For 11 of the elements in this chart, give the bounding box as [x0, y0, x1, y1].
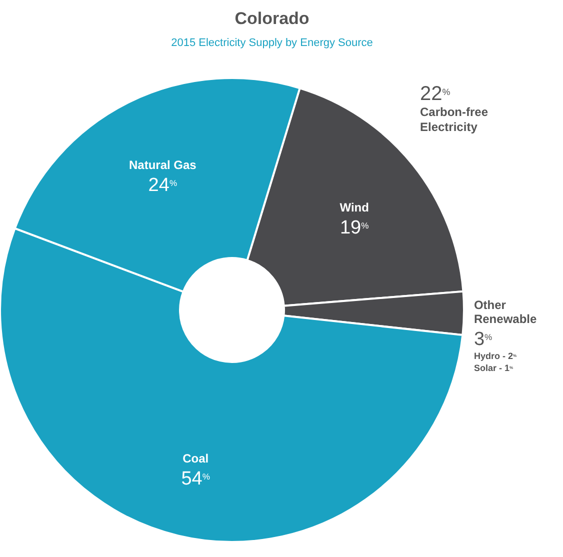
- slice-label: Coal: [182, 452, 209, 466]
- slice-label: Natural Gas: [129, 158, 197, 172]
- slice-label: Other Renewable: [474, 298, 537, 326]
- data-label: 19$^{%}$: [340, 218, 370, 239]
- data-label: 24$^{%}$: [148, 175, 178, 196]
- text: 22$^{%}$ Carbon-free Electricity: [420, 83, 488, 134]
- data-label: 3$^{%}$: [474, 329, 493, 350]
- data-label: 54$^{%}$: [181, 468, 210, 490]
- chart-subtitle: 2015 Electricity Supply by Energy Source: [171, 37, 373, 49]
- chart-title: Colorado: [234, 9, 310, 28]
- slice-label: Wind: [340, 200, 369, 215]
